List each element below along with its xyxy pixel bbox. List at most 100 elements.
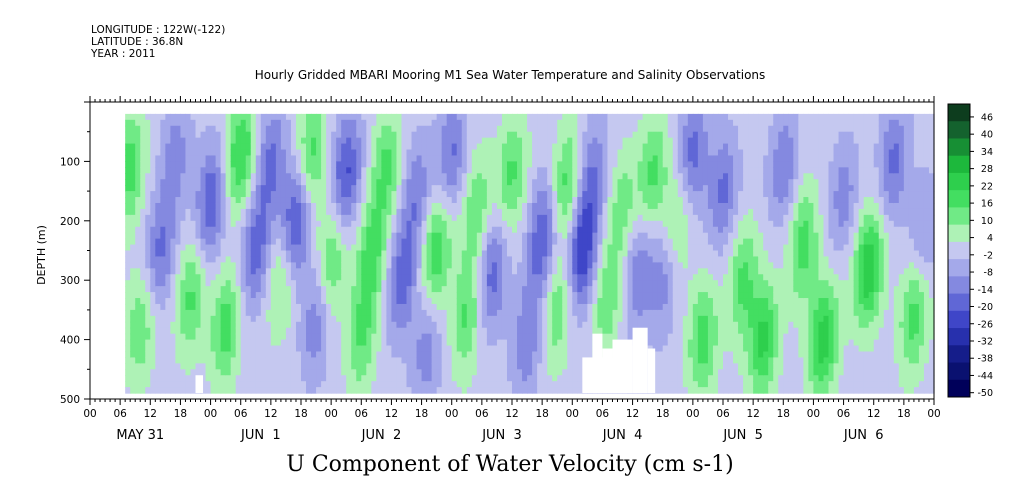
heatmap-cell <box>301 303 307 311</box>
heatmap-cell <box>416 226 423 234</box>
heatmap-cell <box>501 238 508 246</box>
heatmap-cell <box>517 191 523 198</box>
heatmap-cell <box>637 298 644 305</box>
heatmap-cell <box>295 173 302 180</box>
heatmap-cell <box>637 191 644 198</box>
heatmap-cell <box>557 351 563 359</box>
heatmap-cell <box>140 143 146 151</box>
heatmap-cell <box>582 309 588 317</box>
heatmap-cell <box>522 244 528 252</box>
heatmap-cell <box>456 179 463 186</box>
heatmap-cell <box>285 327 292 335</box>
heatmap-cell <box>140 155 146 162</box>
heatmap-cell <box>572 113 578 121</box>
heatmap-cell <box>215 369 222 376</box>
heatmap-cell <box>512 149 518 157</box>
heatmap-cell <box>512 262 518 269</box>
heatmap-cell <box>301 173 307 180</box>
heatmap-cell <box>446 315 453 323</box>
heatmap-cell <box>431 369 438 376</box>
heatmap-cell <box>572 315 578 323</box>
heatmap-cell <box>155 155 161 162</box>
heatmap-cell <box>456 309 463 317</box>
heatmap-cell <box>200 191 207 198</box>
heatmap-cell <box>260 125 267 133</box>
heatmap-cell <box>180 303 187 311</box>
heatmap-cell <box>426 137 433 145</box>
heatmap-cell <box>165 268 171 275</box>
heatmap-cell <box>270 351 277 359</box>
heatmap-cell <box>190 244 197 252</box>
heatmap-cell <box>331 303 337 311</box>
heatmap-cell <box>637 286 644 293</box>
heatmap-cell <box>431 143 438 151</box>
heatmap-cell <box>326 208 332 216</box>
heatmap-cell <box>336 220 342 228</box>
heatmap-cell <box>637 309 644 317</box>
heatmap-cell <box>361 202 367 210</box>
heatmap-cell <box>135 298 141 305</box>
heatmap-cell <box>461 149 468 157</box>
heatmap-cell <box>255 268 262 275</box>
heatmap-cell <box>436 339 443 347</box>
heatmap-cell <box>522 369 528 376</box>
heatmap-cell <box>642 268 649 275</box>
heatmap-cell <box>326 232 332 240</box>
heatmap-cell <box>326 185 332 192</box>
heatmap-cell <box>140 208 146 216</box>
heatmap-cell <box>471 351 478 359</box>
heatmap-cell <box>481 244 488 252</box>
heatmap-cell <box>220 179 227 186</box>
heatmap-cell <box>275 286 282 293</box>
heatmap-cell <box>491 369 498 376</box>
heatmap-cell <box>301 161 307 168</box>
heatmap-cell <box>306 369 312 376</box>
heatmap-cell <box>602 179 609 186</box>
heatmap-cell <box>537 202 543 210</box>
heatmap-cell <box>496 345 503 353</box>
heatmap-cell <box>552 119 558 127</box>
heatmap-cell <box>652 220 659 228</box>
heatmap-cell <box>496 357 503 364</box>
heatmap-cell <box>230 375 237 382</box>
heatmap-cell <box>361 155 367 162</box>
heatmap-cell <box>150 292 156 299</box>
heatmap-cell <box>311 351 317 359</box>
heatmap-cell <box>542 363 548 370</box>
heatmap-cell <box>235 220 242 228</box>
heatmap-cell <box>220 131 227 139</box>
heatmap-cell <box>602 137 609 145</box>
heatmap-cell <box>356 161 362 168</box>
heatmap-cell <box>270 357 277 364</box>
heatmap-cell <box>527 315 533 323</box>
heatmap-cell <box>371 137 377 145</box>
heatmap-cell <box>250 309 257 317</box>
heatmap-cell <box>140 214 146 222</box>
heatmap-cell <box>481 280 488 287</box>
heatmap-cell <box>577 333 583 341</box>
heatmap-cell <box>180 179 187 186</box>
heatmap-cell <box>341 381 347 388</box>
heatmap-cell <box>140 226 146 234</box>
heatmap-cell <box>205 369 212 376</box>
heatmap-cell <box>391 113 398 121</box>
heatmap-cell <box>532 161 538 168</box>
heatmap-cell <box>230 185 237 192</box>
heatmap-cell <box>441 119 448 127</box>
heatmap-cell <box>481 268 488 275</box>
heatmap-cell <box>170 244 176 252</box>
heatmap-cell <box>205 173 212 180</box>
heatmap-cell <box>140 369 146 376</box>
heatmap-cell <box>466 202 473 210</box>
heatmap-cell <box>461 155 468 162</box>
heatmap-cell <box>486 179 493 186</box>
heatmap-cell <box>140 315 146 323</box>
heatmap-cell <box>220 256 227 263</box>
heatmap-cell <box>381 333 387 341</box>
heatmap-cell <box>582 280 588 287</box>
heatmap-cell <box>270 387 277 394</box>
heatmap-cell <box>431 119 438 127</box>
heatmap-cell <box>260 113 267 121</box>
heatmap-cell <box>506 292 513 299</box>
heatmap-cell <box>637 220 644 228</box>
